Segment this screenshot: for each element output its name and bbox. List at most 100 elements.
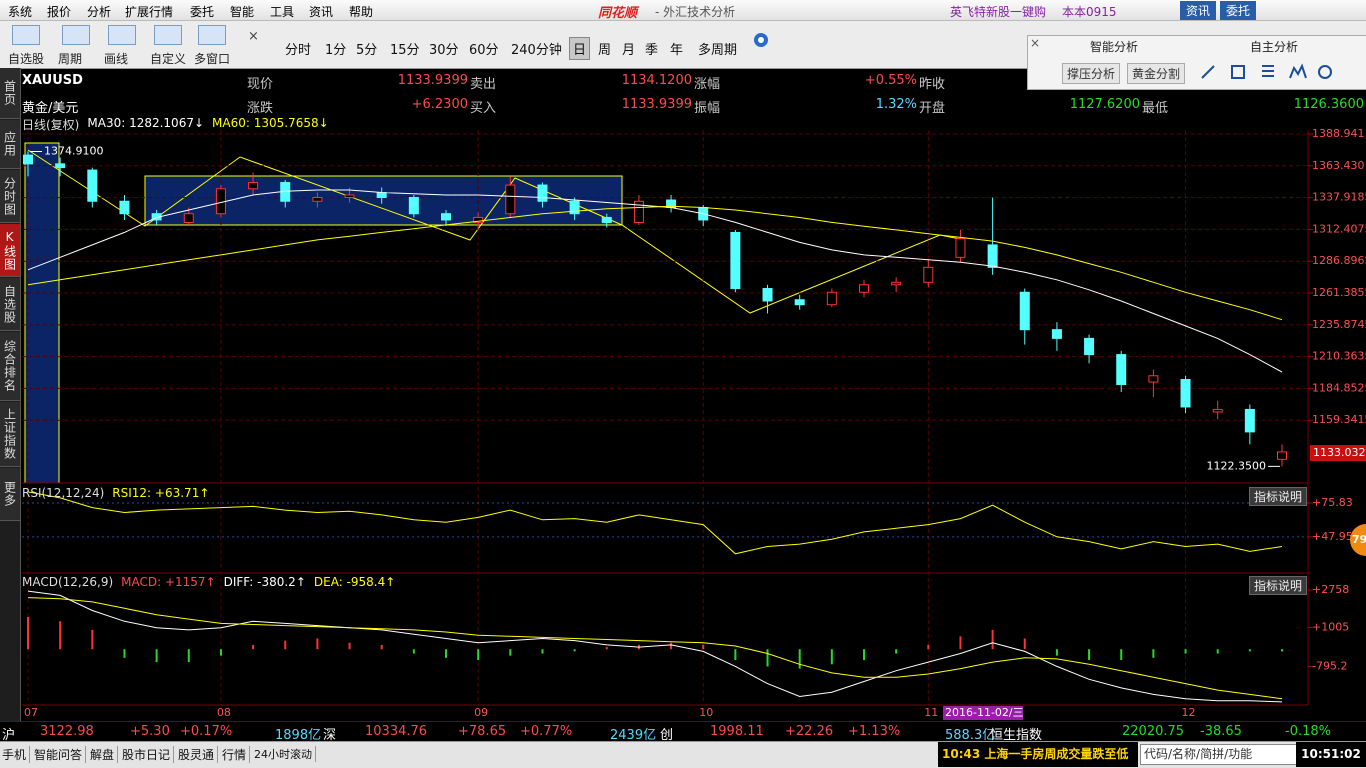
settings-icon[interactable] — [752, 31, 770, 49]
period-tab[interactable]: 60分 — [469, 43, 499, 58]
ticker-item: -0.18% — [1285, 724, 1331, 739]
legend-entry: RSI12: +63.71↑ — [112, 486, 210, 500]
x-tick-label: 12 — [1182, 706, 1196, 719]
tool-icon[interactable] — [12, 25, 40, 45]
ticker-item: 10334.76 — [365, 724, 428, 739]
tool-label[interactable]: 多窗口 — [194, 52, 231, 66]
ticker-item: +22.26 — [785, 724, 834, 739]
tool-icon[interactable] — [154, 25, 182, 45]
top-button[interactable]: 资讯 — [1180, 1, 1217, 20]
period-tab[interactable]: 15分 — [390, 43, 420, 58]
version: 本本0915 — [1062, 5, 1117, 19]
sidebar-tab[interactable]: 综合排名 — [0, 332, 20, 401]
y-tick-label: +47.95 — [1312, 530, 1353, 543]
candle-body — [55, 163, 66, 169]
candle-body — [826, 291, 837, 306]
period-tab[interactable]: 季 — [645, 43, 659, 58]
legend-entry: MA60: 1305.7658↓ — [212, 116, 329, 130]
cursor-date-box — [943, 706, 1023, 720]
legend-entry: MACD: +1157↑ — [121, 575, 216, 589]
status-link[interactable]: 股市日记 — [122, 746, 175, 763]
sidebar-tab[interactable]: 首页 — [0, 68, 20, 119]
panel-tab[interactable]: 智能分析 — [1090, 40, 1139, 54]
sidebar-tab[interactable]: 上证指数 — [0, 402, 20, 467]
sidebar-tab[interactable]: K线图 — [0, 224, 20, 277]
quote-label: 振幅 — [694, 101, 721, 116]
status-link[interactable]: 行情 — [222, 746, 251, 763]
y-tick-label: 1235.8745 — [1312, 318, 1366, 331]
tool-label[interactable]: 自选股 — [8, 52, 45, 66]
tool-label[interactable]: 自定义 — [150, 52, 187, 66]
news-flash[interactable]: 10:43 上海一手房周成交量跌至低 — [938, 742, 1138, 767]
candle-body — [1084, 337, 1095, 356]
sidebar-tab[interactable]: 更多 — [0, 468, 20, 521]
candle-body — [505, 184, 516, 215]
search-box[interactable]: 代码/名称/简拼/功能 — [1140, 744, 1298, 765]
close-toolbar[interactable]: × — [248, 29, 259, 44]
y-tick-label: +1005 — [1312, 621, 1349, 634]
tool-label[interactable]: 画线 — [104, 52, 129, 66]
top-button[interactable]: 委托 — [1220, 1, 1257, 20]
period-tab[interactable]: 5分 — [356, 43, 378, 58]
period-tab[interactable]: 月 — [622, 43, 636, 58]
tool-icon[interactable] — [198, 25, 226, 45]
drawing-icons[interactable] — [1198, 62, 1363, 82]
candle-body — [344, 194, 355, 199]
status-link[interactable]: 24小时滚动 — [254, 746, 316, 762]
menu-item[interactable]: 报价 — [47, 5, 72, 19]
app-logo: 同花顺 — [598, 6, 638, 21]
status-link[interactable]: 股灵通 — [178, 746, 219, 763]
y-tick-label: 1210.3635 — [1312, 350, 1366, 363]
y-tick-label: 1388.941 — [1312, 127, 1365, 140]
period-tab[interactable]: 多周期 — [698, 43, 738, 58]
status-link[interactable]: 手机 — [2, 746, 31, 763]
sidebar-tab[interactable]: 分时图 — [0, 170, 20, 223]
menu-item[interactable]: 扩展行情 — [125, 5, 174, 19]
y-tick-label: 1337.9185 — [1312, 191, 1366, 204]
menu-item[interactable]: 分析 — [87, 5, 112, 19]
tool-icon[interactable] — [62, 25, 90, 45]
promo-link[interactable]: 英飞特新股一键购 — [950, 5, 1047, 19]
candle-body — [408, 197, 419, 215]
indicator-button[interactable]: 指标说明 — [1249, 487, 1308, 506]
legend-entry: MA30: 1282.1067↓ — [87, 116, 205, 130]
candle-body — [1212, 408, 1223, 413]
ticker-item: 1898亿 — [275, 728, 322, 743]
menu-item[interactable]: 委托 — [190, 5, 215, 19]
menu-item[interactable]: 帮助 — [349, 5, 374, 19]
panel-button[interactable]: 黄金分割 — [1127, 63, 1186, 84]
period-tab[interactable]: 日 — [569, 37, 591, 60]
period-tab[interactable]: 年 — [670, 43, 684, 58]
candle-body — [859, 284, 869, 293]
sidebar-tab[interactable]: 自选股 — [0, 278, 20, 331]
menu-item[interactable]: 智能 — [230, 5, 255, 19]
menu-item[interactable]: 工具 — [270, 5, 295, 19]
period-tab[interactable]: 1分 — [325, 43, 347, 58]
y-tick-label: 1363.430 — [1312, 159, 1365, 172]
badge-label: 79 — [1352, 533, 1366, 546]
sidebar-tab[interactable]: 应用 — [0, 120, 20, 169]
tool-label[interactable]: 周期 — [58, 52, 83, 66]
x-tick-label: 10 — [699, 706, 713, 719]
candle-body — [891, 281, 902, 286]
panel-button[interactable]: 撑压分析 — [1062, 63, 1121, 84]
indicator-button[interactable]: 指标说明 — [1249, 576, 1308, 595]
status-link[interactable]: 智能问答 — [34, 746, 87, 763]
quote-value: 1127.6200 — [1069, 97, 1140, 112]
period-tab[interactable]: 周 — [598, 43, 612, 58]
period-tab[interactable]: 30分 — [429, 43, 459, 58]
highlight-box — [24, 142, 60, 484]
quote-value: +6.2300 — [411, 97, 468, 112]
status-bar: 手机 智能问答 解盘 股市日记 股灵通 行情 24小时滚动 10:43 上海一手房周成交量跌至… — [0, 741, 1366, 768]
panel-tab[interactable]: 自主分析 — [1250, 40, 1299, 54]
menu-item[interactable]: 资讯 — [309, 5, 334, 19]
candle-body — [1148, 375, 1159, 383]
status-link[interactable]: 解盘 — [90, 746, 119, 763]
tool-icon[interactable] — [108, 25, 136, 45]
panel-header: RSI(12,12,24) RSI12: +63.71↑ — [22, 486, 209, 500]
period-tab[interactable]: 240分钟 — [511, 43, 562, 58]
period-tab[interactable]: 分时 — [285, 43, 312, 58]
menu-item[interactable]: 系统 — [8, 5, 33, 19]
close-panel[interactable]: × — [1030, 36, 1041, 50]
plot-background — [22, 130, 1308, 705]
